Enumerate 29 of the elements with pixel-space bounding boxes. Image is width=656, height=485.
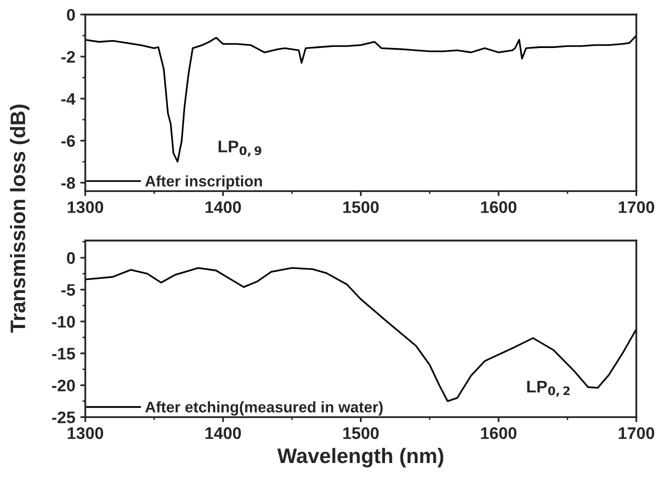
x-tick-label: 1400	[206, 201, 241, 214]
y-tick-label: -4	[61, 93, 76, 105]
x-tick-label: 1600	[481, 201, 516, 214]
y-tick-label: -6	[61, 135, 75, 147]
y-tick-label: 0	[66, 252, 75, 264]
x-tick-label: 1700	[618, 427, 654, 440]
line-series	[85, 34, 636, 163]
y-tick-label: -10	[52, 316, 75, 328]
legend-label: After etching(measured in water)	[145, 401, 383, 416]
x-tick-label: 1300	[68, 201, 104, 214]
y-tick-label: 0	[66, 8, 75, 21]
y-tick-label: -20	[52, 380, 75, 392]
x-tick-label: 1700	[618, 201, 654, 214]
x-tick-label: 1400	[206, 427, 241, 440]
y-tick-label: -5	[61, 284, 76, 296]
legend-label: After inscription	[145, 175, 262, 190]
x-tick-label: 1300	[68, 427, 104, 440]
x-axis-title: Wavelength (nm)	[277, 448, 444, 468]
annotation: LP$_{0,2}$	[527, 380, 570, 397]
y-tick-label: -2	[61, 50, 75, 63]
x-tick-label: 1500	[343, 201, 379, 214]
y-tick-label: -15	[52, 348, 76, 360]
line-series	[85, 267, 636, 402]
y-axis-title: Transmission loss (dB)	[10, 104, 30, 333]
annotation: LP$_{0,9}$	[218, 140, 262, 157]
y-tick-label: -25	[52, 412, 76, 424]
x-tick-label: 1500	[343, 427, 379, 440]
x-tick-label: 1600	[481, 427, 516, 440]
y-tick-label: -8	[61, 177, 76, 189]
